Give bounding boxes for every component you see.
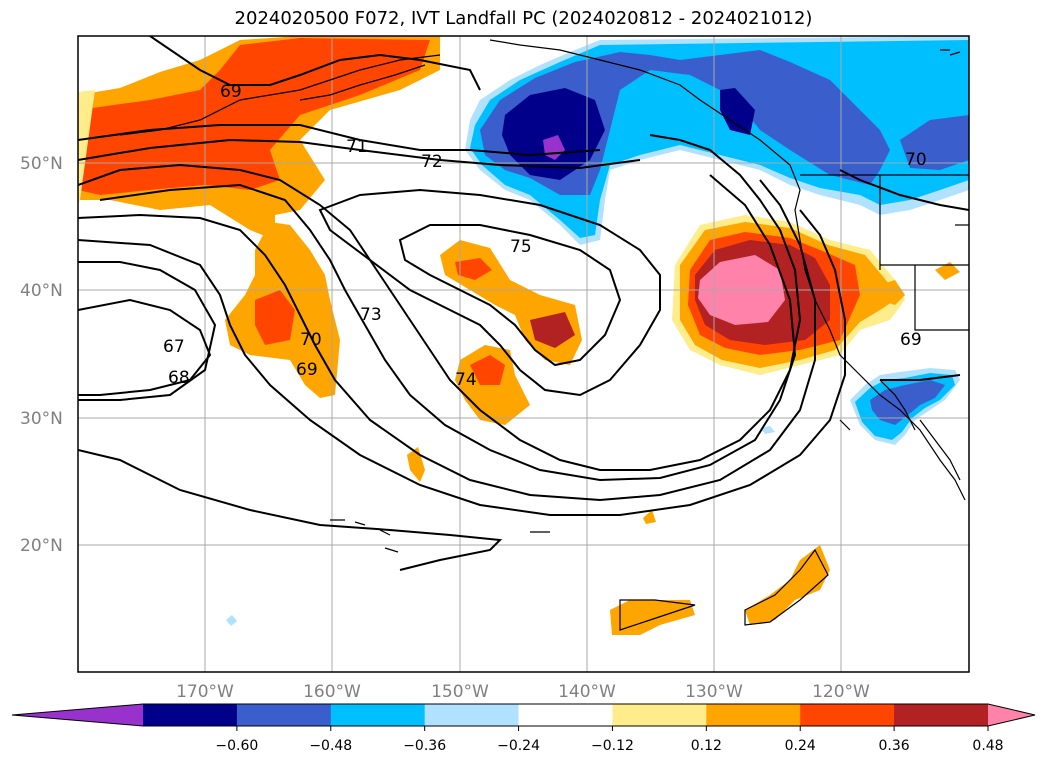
lon-label: 130°W	[685, 682, 743, 702]
contour-label: 70	[905, 150, 927, 170]
colorbar-tick-label: −0.36	[403, 738, 446, 754]
colorbar-segment	[706, 704, 801, 726]
lat-label: 50°N	[20, 154, 63, 174]
positive-anomaly-north-pacific-fringe	[78, 90, 95, 205]
negative-anomaly-small-g	[226, 615, 237, 626]
colorbar-segment	[894, 704, 989, 726]
lon-label: 120°W	[812, 682, 870, 702]
colorbar-segment	[143, 704, 238, 726]
lon-label: 170°W	[176, 682, 234, 702]
longitude-labels: 170°W 160°W 150°W 140°W 130°W 120°W	[176, 682, 870, 702]
colorbar-tick-label: −0.60	[215, 738, 258, 754]
gridlines	[78, 36, 969, 672]
positive-anomaly-small-e	[935, 262, 960, 280]
contour-label: 69	[220, 82, 242, 102]
positive-anomaly-central-south-core	[470, 355, 505, 385]
colorbar-tick-label: 0.36	[879, 738, 910, 754]
colorbar-segment	[800, 704, 895, 726]
coastlines	[119, 39, 969, 631]
contour-label: 69	[296, 360, 318, 380]
map-title: 2024020500 F072, IVT Landfall PC (202402…	[234, 8, 813, 29]
map-frame	[77, 35, 970, 673]
negative-anomaly-north-navy	[502, 88, 605, 180]
lon-label: 150°W	[431, 682, 489, 702]
colorbar-segment	[518, 704, 613, 726]
lat-label: 40°N	[20, 281, 63, 301]
colorbar-tick-label: 0.24	[785, 738, 816, 754]
positive-anomaly-small-f	[880, 280, 905, 305]
lon-label: 160°W	[303, 682, 361, 702]
positive-anomaly-small-d	[643, 510, 656, 524]
colorbar-segment	[612, 704, 707, 726]
contour-label: 74	[455, 370, 477, 390]
colorbar-tick-label: −0.24	[497, 738, 540, 754]
latitude-labels: 50°N 40°N 30°N 20°N	[20, 154, 63, 556]
contour-label: 70	[300, 330, 322, 350]
contour-labels: 69 71 72 75 73 70 69 67 68 74 70 69	[163, 82, 927, 390]
colorbar: −0.60 −0.48 −0.36 −0.24 −0.12 0.12 0.24 0.36 0.4…	[11, 703, 1036, 754]
contour-label: 75	[510, 237, 532, 257]
positive-anomaly-west-core	[255, 290, 295, 345]
contour-label: 71	[346, 137, 368, 157]
contour-label: 68	[168, 368, 190, 388]
negative-anomaly-small-h	[760, 426, 775, 434]
positive-anomaly-north-pacific-core	[78, 38, 430, 195]
colorbar-segment	[330, 704, 426, 726]
contour-label: 67	[163, 337, 185, 357]
negative-anomaly-north-navy-b	[720, 88, 755, 135]
colorbar-tick-label: 0.48	[972, 738, 1003, 754]
contour-label: 69	[900, 330, 922, 350]
lon-label: 140°W	[558, 682, 616, 702]
contour-label: 73	[360, 305, 382, 325]
contours	[78, 36, 969, 571]
map-field: 69 71 72 75 73 70 69 67 68 74 70 69	[78, 36, 969, 672]
colorbar-outline	[11, 703, 1036, 727]
colorbar-segment	[424, 704, 520, 726]
positive-anomaly-central-core-a	[455, 258, 492, 280]
colorbar-extend-min	[12, 704, 143, 726]
colorbar-ticks: −0.60 −0.48 −0.36 −0.24 −0.12 0.12 0.24 0.36 0.4…	[215, 726, 1004, 754]
lat-label: 30°N	[20, 409, 63, 429]
lat-label: 20°N	[20, 536, 63, 556]
negative-anomaly-baja-blue	[870, 380, 945, 425]
negative-anomaly-north-extra	[900, 115, 969, 170]
colorbar-tick-label: 0.12	[691, 738, 722, 754]
colorbar-segment	[236, 704, 332, 726]
colorbar-segments	[12, 704, 1035, 726]
colorbar-tick-label: −0.12	[591, 738, 634, 754]
colorbar-tick-label: −0.48	[309, 738, 352, 754]
colorbar-extend-max	[988, 704, 1035, 726]
positive-anomaly-central-core-b	[530, 312, 575, 348]
positive-anomaly-south-b	[745, 545, 830, 625]
contour-label: 72	[421, 152, 443, 172]
